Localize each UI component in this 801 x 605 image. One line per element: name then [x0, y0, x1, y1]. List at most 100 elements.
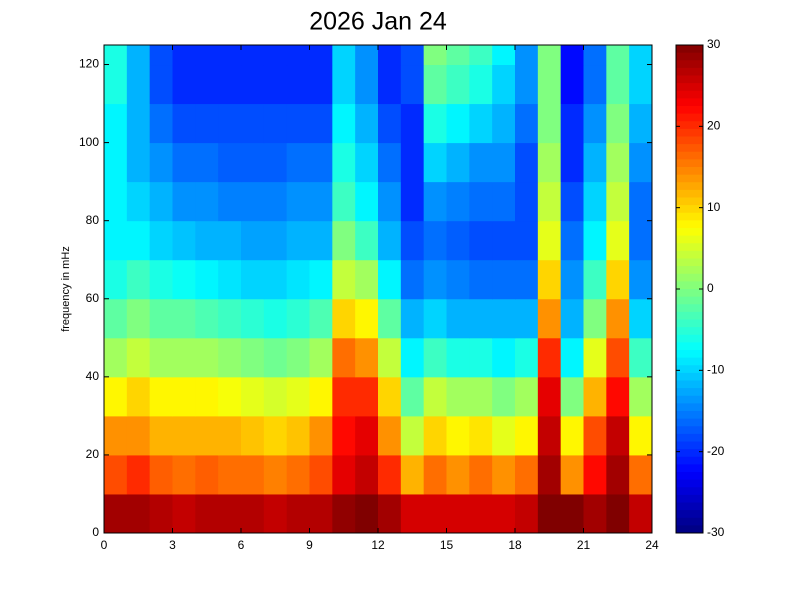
heat-cell: [606, 142, 630, 183]
heat-cell: [492, 298, 516, 339]
heat-cell: [378, 337, 402, 378]
heat-cell: [172, 454, 196, 495]
heat-cell: [378, 45, 402, 66]
colorbar-segment: [676, 479, 703, 488]
heat-cell: [606, 64, 630, 105]
heat-cell: [241, 259, 265, 300]
heat-cell: [263, 45, 288, 66]
colorbar-segment: [676, 441, 703, 450]
heat-cell: [172, 220, 196, 261]
heat-cell: [537, 181, 562, 222]
colorbar-segment: [676, 151, 703, 160]
heat-cell: [218, 337, 242, 378]
heat-cell: [355, 103, 379, 144]
heat-cell: [332, 64, 356, 105]
heat-cell: [355, 493, 379, 534]
heat-cell: [309, 103, 333, 144]
heat-cell: [286, 259, 310, 300]
heat-cell: [332, 142, 356, 183]
heat-cell: [309, 376, 333, 417]
heat-cell: [560, 376, 584, 417]
heat-cell: [469, 103, 493, 144]
heat-cell: [241, 493, 265, 534]
heat-cell: [515, 415, 539, 456]
heat-cell: [218, 181, 242, 222]
heat-cell: [355, 337, 379, 378]
heat-cell: [629, 298, 653, 339]
heat-cell: [583, 493, 607, 534]
heat-cell: [400, 181, 425, 222]
heat-cell: [583, 454, 607, 495]
heat-cell: [560, 415, 584, 456]
heat-cell: [172, 64, 196, 105]
colorbar-segment: [676, 449, 703, 458]
heat-cell: [286, 181, 310, 222]
heat-cell: [355, 259, 379, 300]
heat-cell: [560, 181, 584, 222]
heat-cell: [583, 298, 607, 339]
y-tick-label: 20: [86, 447, 100, 461]
heat-cell: [126, 64, 151, 105]
colorbar-segment: [676, 311, 703, 320]
heat-cell: [446, 415, 470, 456]
heat-cell: [149, 181, 173, 222]
colorbar-segment: [676, 250, 703, 259]
heat-cell: [126, 142, 151, 183]
heat-cell: [218, 493, 242, 534]
heat-cell: [492, 181, 516, 222]
heat-cell: [537, 45, 562, 66]
colorbar-tick-label: 0: [707, 281, 714, 295]
heat-cell: [423, 181, 447, 222]
heat-cell: [355, 454, 379, 495]
heat-cell: [104, 220, 128, 261]
heat-cell: [606, 181, 630, 222]
heat-cell: [309, 64, 333, 105]
heat-cell: [309, 142, 333, 183]
heat-cell: [583, 376, 607, 417]
heat-cell: [263, 493, 288, 534]
x-tick-label: 9: [306, 538, 313, 552]
colorbar-segment: [676, 334, 703, 343]
heat-cell: [492, 415, 516, 456]
colorbar-tick-label: -30: [707, 525, 725, 539]
heat-cell: [400, 454, 425, 495]
heat-cell: [263, 298, 288, 339]
heat-cell: [241, 376, 265, 417]
heat-cell: [378, 493, 402, 534]
colorbar-segment: [676, 426, 703, 435]
heat-cell: [126, 415, 151, 456]
colorbar-segment: [676, 433, 703, 442]
heat-cell: [195, 415, 219, 456]
heat-cell: [400, 64, 425, 105]
heat-cell: [332, 337, 356, 378]
heat-cell: [172, 376, 196, 417]
heat-cell: [126, 103, 151, 144]
colorbar-segment: [676, 395, 703, 404]
heat-cell: [104, 259, 128, 300]
heat-cell: [195, 142, 219, 183]
heat-cell: [286, 64, 310, 105]
colorbar-segment: [676, 67, 703, 76]
heat-cell: [537, 376, 562, 417]
heat-cell: [423, 493, 447, 534]
colorbar-segment: [676, 75, 703, 84]
heat-cell: [537, 298, 562, 339]
heat-cell: [218, 454, 242, 495]
heat-cell: [537, 64, 562, 105]
colorbar-segment: [676, 281, 703, 290]
colorbar-tick-label: 30: [707, 37, 721, 51]
heat-cell: [355, 220, 379, 261]
heat-cell: [104, 45, 128, 66]
x-tick-label: 6: [238, 538, 245, 552]
heat-cell: [218, 376, 242, 417]
heat-cell: [195, 64, 219, 105]
heat-cell: [423, 376, 447, 417]
heat-cell: [469, 298, 493, 339]
heat-cell: [378, 415, 402, 456]
heat-cell: [537, 142, 562, 183]
x-tick-label: 12: [371, 538, 385, 552]
heat-cell: [492, 337, 516, 378]
heat-cell: [309, 415, 333, 456]
heat-cell: [560, 337, 584, 378]
heat-cell: [195, 103, 219, 144]
